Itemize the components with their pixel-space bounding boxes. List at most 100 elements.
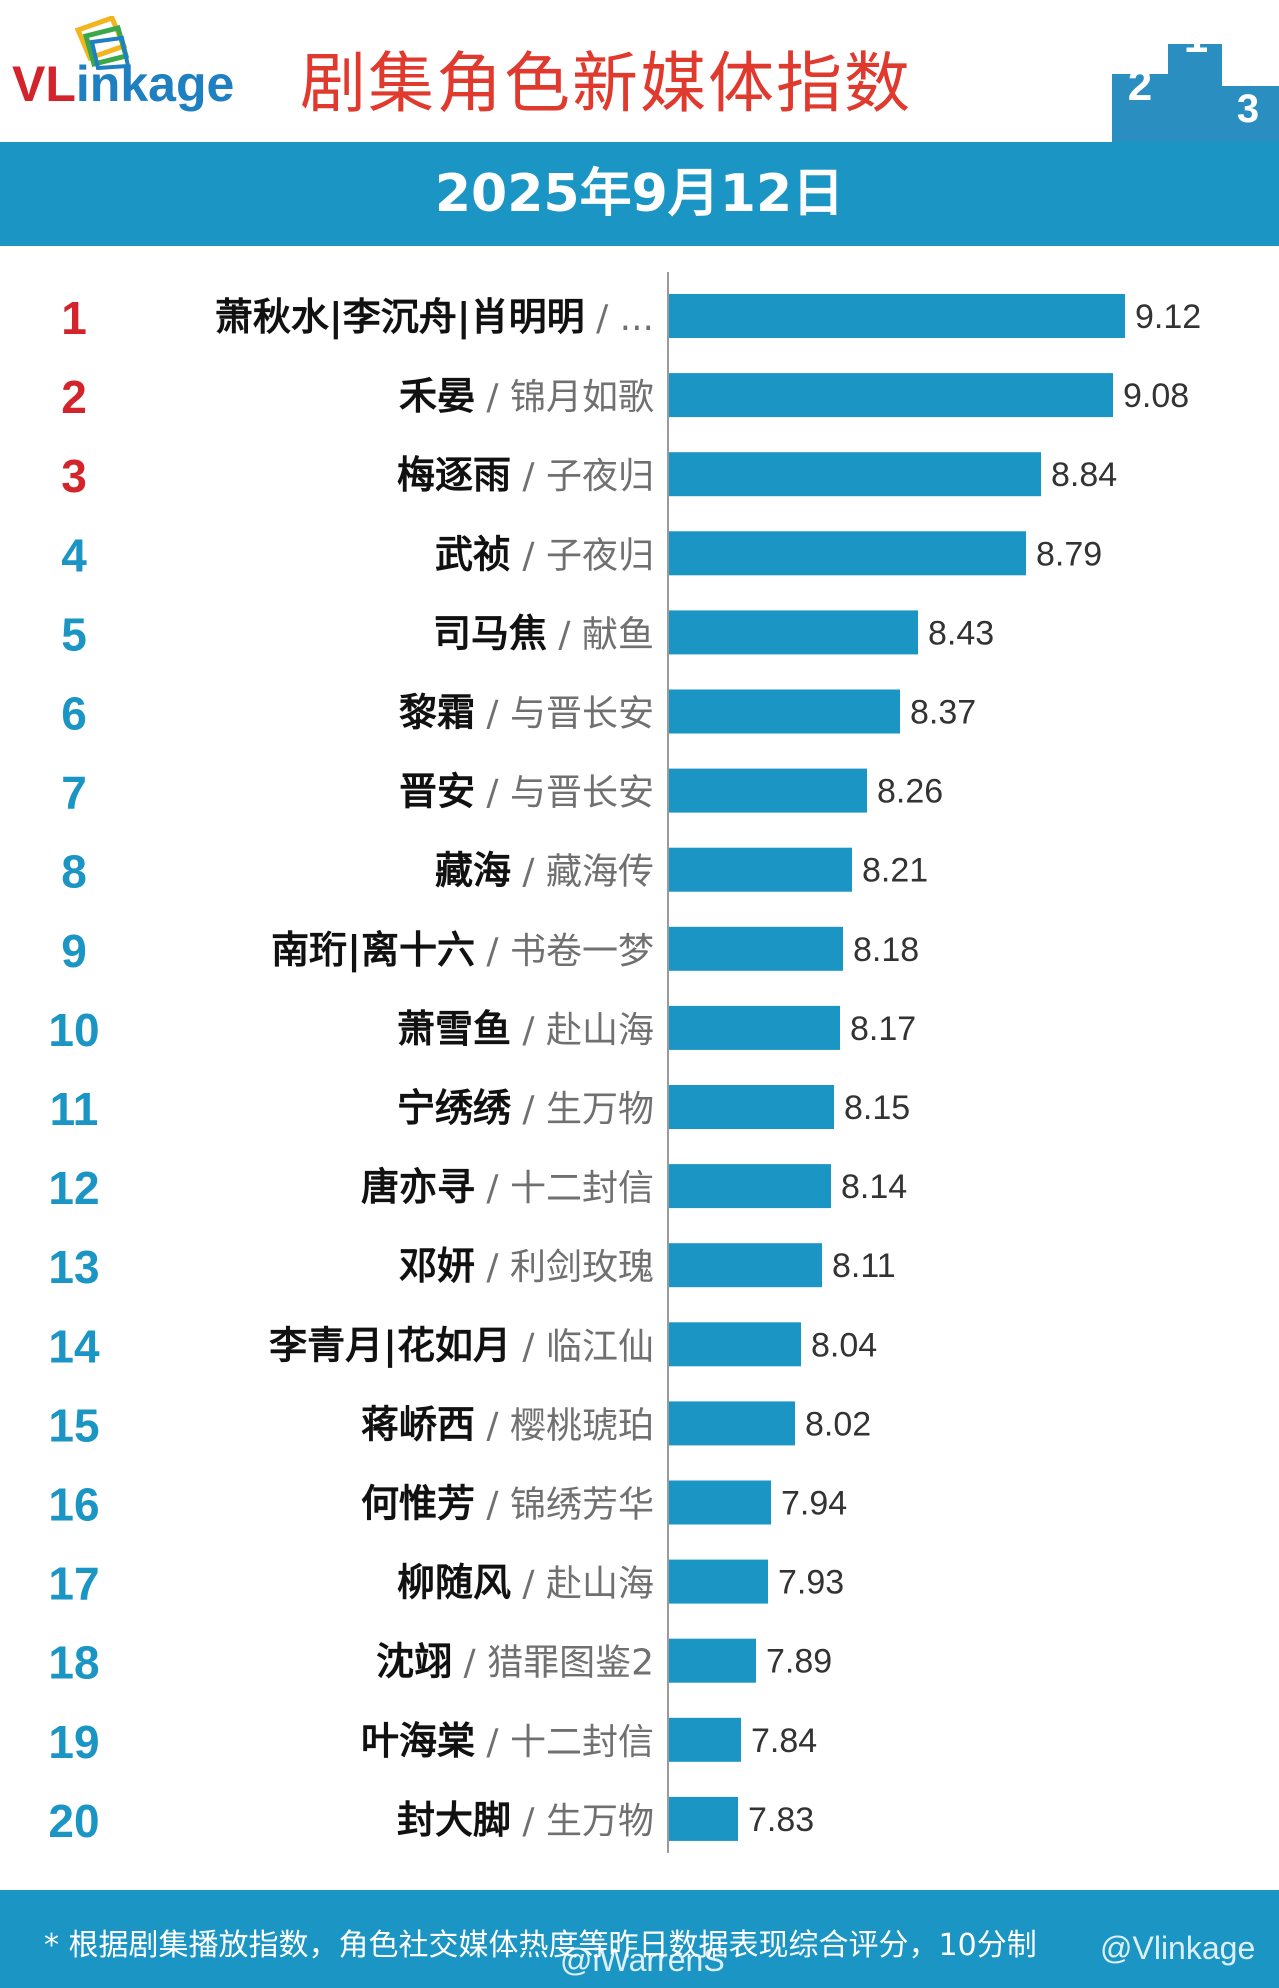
role-name: 禾晏 xyxy=(399,374,475,418)
show-name: / 赴山海 xyxy=(511,1010,654,1051)
rank-number: 15 xyxy=(48,1399,99,1451)
category-label: 禾晏 / 锦月如歌 xyxy=(399,374,654,418)
bar xyxy=(669,1796,738,1841)
role-name: 柳随风 xyxy=(397,1561,511,1605)
brand-logo-a: VL xyxy=(12,56,76,112)
bar xyxy=(669,294,1125,338)
rank-number: 16 xyxy=(48,1479,99,1531)
category-label: 宁绣绣 / 生万物 xyxy=(397,1086,654,1130)
header: VLinkage 剧集角色新媒体指数 2 1 3 xyxy=(0,0,1279,142)
category-label: 司马焦 / 献鱼 xyxy=(433,611,654,655)
rank-number: 1 xyxy=(61,292,87,344)
footer: * 根据剧集播放指数，角色社交媒体热度等昨日数据表现综合评分，10分制 @iWa… xyxy=(0,1890,1279,1988)
rank-number: 9 xyxy=(61,925,87,977)
svg-text:1: 1 xyxy=(1184,14,1208,62)
value-label: 8.11 xyxy=(832,1247,896,1285)
category-label: 李青月|花如月 / 临江仙 xyxy=(269,1323,654,1368)
rank-number: 3 xyxy=(61,450,87,502)
rank-number: 10 xyxy=(48,1004,99,1056)
value-label: 9.08 xyxy=(1123,377,1189,415)
podium-icon: 2 1 3 xyxy=(1112,14,1279,142)
rank-number: 19 xyxy=(48,1716,99,1768)
bar xyxy=(669,1005,840,1050)
bar xyxy=(669,1164,831,1209)
category-label: 梅逐雨 / 子夜归 xyxy=(397,453,654,497)
category-label: 晋安 / 与晋长安 xyxy=(399,770,654,814)
show-name: / 樱桃琥珀 xyxy=(475,1405,654,1446)
footnote: * 根据剧集播放指数，角色社交媒体热度等昨日数据表现综合评分，10分制 xyxy=(44,1928,1037,1963)
rank-number: 6 xyxy=(61,688,87,740)
role-name: 黎霜 xyxy=(399,691,475,735)
category-label: 叶海棠 / 十二封信 xyxy=(361,1719,654,1763)
page-title: 剧集角色新媒体指数 xyxy=(300,45,912,122)
category-label: 沈翊 / 猎罪图鉴2 xyxy=(376,1640,654,1684)
rank-number: 2 xyxy=(61,371,87,423)
value-label: 7.93 xyxy=(778,1564,844,1602)
bar xyxy=(669,689,900,734)
show-name: / 锦月如歌 xyxy=(475,377,654,418)
bar xyxy=(669,452,1041,497)
value-label: 9.12 xyxy=(1135,298,1201,336)
brand-logo-b: inkage xyxy=(75,56,235,112)
category-label: 邓妍 / 利剑玫瑰 xyxy=(399,1244,654,1288)
show-name: / 锦绣芳华 xyxy=(475,1485,654,1526)
rank-number: 20 xyxy=(48,1795,99,1847)
value-label: 8.15 xyxy=(844,1089,910,1127)
show-name: / 献鱼 xyxy=(547,614,654,655)
role-name: 蒋峤西 xyxy=(361,1402,475,1446)
value-label: 8.26 xyxy=(877,773,943,811)
value-label: 8.79 xyxy=(1036,535,1102,573)
value-label: 7.84 xyxy=(751,1722,817,1760)
category-label: 藏海 / 藏海传 xyxy=(435,849,654,893)
category-label: 萧秋水|李沉舟|肖明明 / ... xyxy=(215,295,654,340)
category-label: 萧雪鱼 / 赴山海 xyxy=(397,1007,654,1051)
value-label: 8.17 xyxy=(850,1010,916,1048)
bar xyxy=(669,1638,756,1683)
show-name: / 藏海传 xyxy=(511,852,654,893)
show-name: / 临江仙 xyxy=(511,1326,654,1367)
value-label: 8.43 xyxy=(928,614,994,652)
value-label: 7.94 xyxy=(781,1485,847,1523)
bar xyxy=(669,926,843,971)
category-label: 何惟芳 / 锦绣芳华 xyxy=(361,1482,654,1526)
show-name: / 猎罪图鉴2 xyxy=(452,1643,654,1684)
brand-logo: VLinkage xyxy=(12,56,234,112)
role-name: 何惟芳 xyxy=(361,1482,475,1526)
value-label: 8.14 xyxy=(841,1168,907,1206)
rank-number: 18 xyxy=(48,1637,99,1689)
svg-text:3: 3 xyxy=(1237,87,1259,131)
role-name: 李青月|花如月 xyxy=(269,1323,511,1368)
category-label: 柳随风 / 赴山海 xyxy=(397,1561,654,1605)
show-name: / 十二封信 xyxy=(475,1168,654,1209)
svg-text:2: 2 xyxy=(1128,61,1152,110)
role-name: 萧秋水|李沉舟|肖明明 xyxy=(215,295,585,340)
value-label: 8.37 xyxy=(910,694,976,732)
show-name: / 生万物 xyxy=(511,1089,654,1130)
value-label: 8.84 xyxy=(1051,456,1117,494)
value-label: 7.83 xyxy=(748,1801,814,1839)
watermark-weibo-a: @iWarrenS xyxy=(560,1942,725,1978)
role-name: 梅逐雨 xyxy=(397,453,511,497)
role-name: 叶海棠 xyxy=(361,1719,475,1763)
value-label: 8.18 xyxy=(853,931,919,969)
show-name: / 子夜归 xyxy=(511,456,654,497)
bar xyxy=(669,531,1026,576)
role-name: 沈翊 xyxy=(376,1640,452,1684)
category-label: 武祯 / 子夜归 xyxy=(435,532,654,576)
bar xyxy=(669,1717,741,1762)
rank-number: 8 xyxy=(61,846,87,898)
category-label: 南珩|离十六 / 书卷一梦 xyxy=(271,928,654,973)
rank-number: 11 xyxy=(50,1083,99,1135)
role-name: 唐亦寻 xyxy=(361,1165,475,1209)
rank-number: 4 xyxy=(61,529,87,581)
bar xyxy=(669,1559,768,1604)
rank-number: 13 xyxy=(48,1241,99,1293)
bar xyxy=(669,1401,795,1446)
rank-number: 12 xyxy=(48,1162,99,1214)
role-name: 武祯 xyxy=(435,532,511,576)
show-name: / 十二封信 xyxy=(475,1722,654,1763)
bar xyxy=(669,1243,822,1288)
show-name: / 利剑玫瑰 xyxy=(475,1247,654,1288)
date-band: 2025年9月12日 xyxy=(0,142,1279,246)
rank-number: 5 xyxy=(61,608,87,660)
